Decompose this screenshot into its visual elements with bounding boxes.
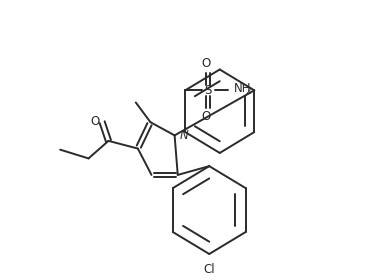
Text: O: O xyxy=(202,57,211,71)
Text: O: O xyxy=(90,115,100,128)
Text: O: O xyxy=(202,110,211,123)
Text: Cl: Cl xyxy=(203,263,215,276)
Text: S: S xyxy=(205,84,212,97)
Text: NH: NH xyxy=(234,82,251,95)
Text: N: N xyxy=(180,129,188,142)
Text: 2: 2 xyxy=(245,87,251,96)
